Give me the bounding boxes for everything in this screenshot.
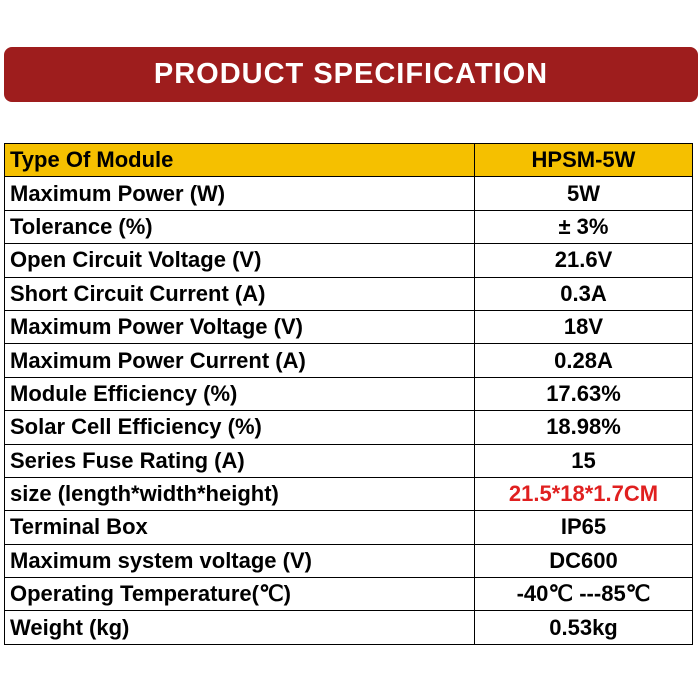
spec-label: Type Of Module [4, 142, 475, 178]
spec-row: size (length*width*height) 21.5*18*1.7CM [4, 476, 693, 512]
spec-row: Terminal Box IP65 [4, 510, 693, 545]
spec-label: Tolerance (%) [4, 209, 475, 245]
spec-value: 0.28A [474, 343, 693, 378]
spec-row-header: Type Of Module HPSM-5W [4, 142, 693, 178]
spec-row: Tolerance (%) ± 3% [4, 209, 693, 245]
spec-row: Short Circuit Current (A) 0.3A [4, 276, 693, 311]
spec-value: 18V [474, 309, 693, 345]
spec-label: Solar Cell Efficiency (%) [4, 410, 475, 445]
spec-row: Operating Temperature(℃) -40℃ ---85℃ [4, 577, 693, 612]
spec-value: 17.63% [474, 376, 693, 412]
spec-value: 21.6V [474, 243, 693, 278]
spec-label: Module Efficiency (%) [4, 376, 475, 412]
spec-value: DC600 [474, 543, 693, 579]
spec-label: Series Fuse Rating (A) [4, 443, 475, 478]
title-banner: PRODUCT SPECIFICATION [4, 47, 698, 102]
spec-row: Maximum system voltage (V) DC600 [4, 543, 693, 579]
spec-row: Module Efficiency (%) 17.63% [4, 376, 693, 412]
spec-value: IP65 [474, 510, 693, 545]
spec-value: 5W [474, 176, 693, 211]
spec-value: 15 [474, 443, 693, 478]
specification-table: Type Of Module HPSM-5W Maximum Power (W)… [4, 142, 693, 645]
spec-row: Maximum Power Voltage (V) 18V [4, 309, 693, 345]
spec-label: Operating Temperature(℃) [4, 577, 475, 612]
spec-label: Maximum system voltage (V) [4, 543, 475, 579]
spec-row: Solar Cell Efficiency (%) 18.98% [4, 410, 693, 445]
spec-value: 0.3A [474, 276, 693, 311]
spec-label: Maximum Power Voltage (V) [4, 309, 475, 345]
spec-row: Series Fuse Rating (A) 15 [4, 443, 693, 478]
spec-value-highlight: 21.5*18*1.7CM [474, 476, 693, 512]
page-title: PRODUCT SPECIFICATION [153, 58, 549, 90]
spec-row: Maximum Power Current (A) 0.28A [4, 343, 693, 378]
spec-value: 18.98% [474, 410, 693, 445]
spec-label: Terminal Box [4, 510, 475, 545]
spec-label: Weight (kg) [4, 610, 475, 645]
spec-label: size (length*width*height) [4, 476, 475, 512]
spec-label: Maximum Power (W) [4, 176, 475, 211]
spec-row: Weight (kg) 0.53kg [4, 610, 693, 645]
spec-value: -40℃ ---85℃ [474, 577, 693, 612]
spec-row: Maximum Power (W) 5W [4, 176, 693, 211]
spec-value: ± 3% [474, 209, 693, 245]
spec-label: Maximum Power Current (A) [4, 343, 475, 378]
spec-value: HPSM-5W [474, 142, 693, 178]
spec-label: Short Circuit Current (A) [4, 276, 475, 311]
spec-label: Open Circuit Voltage (V) [4, 243, 475, 278]
spec-value: 0.53kg [474, 610, 693, 645]
spec-row: Open Circuit Voltage (V) 21.6V [4, 243, 693, 278]
